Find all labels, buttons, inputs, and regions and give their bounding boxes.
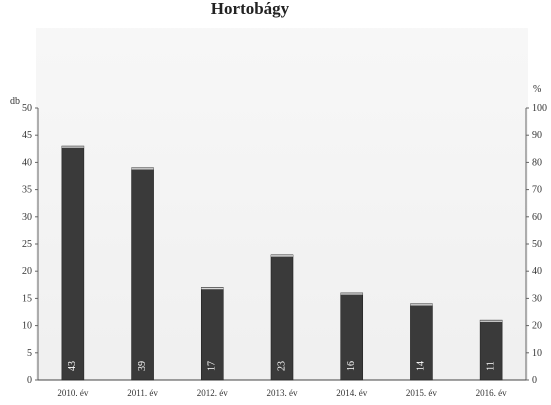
category-label: 2010. év <box>57 388 88 398</box>
right-tick-label: 70 <box>532 185 542 196</box>
category-label: 2014. év <box>336 388 367 398</box>
left-tick-labels: 0 5 10 15 20 25 30 35 40 45 50 <box>22 103 38 386</box>
left-axis-unit: db <box>10 96 20 107</box>
right-tick-label: 100 <box>532 103 547 114</box>
bar <box>340 292 364 381</box>
bar-data-label: 43 <box>67 361 78 371</box>
bar <box>479 319 503 381</box>
bar-data-label: 14 <box>416 361 427 371</box>
left-tick-label: 25 <box>22 239 32 250</box>
bar <box>410 303 433 381</box>
right-tick-label: 10 <box>532 348 542 359</box>
right-tick-label: 50 <box>532 239 542 250</box>
right-tick-label: 90 <box>532 130 542 141</box>
category-label: 2011. év <box>127 388 158 398</box>
right-axis-unit: % <box>533 84 541 95</box>
right-tick-label: 0 <box>532 375 537 386</box>
left-tick-label: 5 <box>27 348 32 359</box>
right-tick-label: 40 <box>532 266 542 277</box>
category-label: 2013. év <box>267 388 298 398</box>
bar <box>131 167 154 381</box>
right-tick-label: 60 <box>532 212 542 223</box>
left-tick-label: 15 <box>22 293 32 304</box>
left-tick-label: 35 <box>22 185 32 196</box>
bar-data-label: 16 <box>346 361 357 371</box>
category-label: 2016. év <box>476 388 507 398</box>
bar-data-label: 17 <box>207 361 218 371</box>
left-tick-label: 20 <box>22 266 32 277</box>
chart-title: Hortobágy <box>211 0 290 18</box>
right-tick-labels: 0 10 20 30 40 50 60 70 80 90 100 <box>526 103 547 386</box>
bar <box>270 254 294 381</box>
bar-data-label: 11 <box>485 361 496 371</box>
left-tick-label: 45 <box>22 130 32 141</box>
category-label: 2015. év <box>406 388 437 398</box>
right-tick-label: 20 <box>532 321 542 332</box>
right-tick-label: 80 <box>532 157 542 168</box>
bar <box>200 287 224 381</box>
bar-data-label: 39 <box>137 361 148 371</box>
category-label: 2012. év <box>197 388 228 398</box>
left-tick-label: 50 <box>22 103 32 114</box>
right-tick-label: 30 <box>532 293 542 304</box>
left-tick-label: 30 <box>22 212 32 223</box>
bars: 43 39 17 23 16 14 11 <box>61 145 503 381</box>
left-tick-label: 10 <box>22 321 32 332</box>
left-tick-label: 0 <box>27 375 32 386</box>
bar <box>61 145 85 381</box>
category-labels: 2010. év 2011. év 2012. év 2013. év 2014. év… <box>57 388 507 398</box>
bar-data-label: 23 <box>276 361 287 371</box>
left-tick-label: 40 <box>22 157 32 168</box>
